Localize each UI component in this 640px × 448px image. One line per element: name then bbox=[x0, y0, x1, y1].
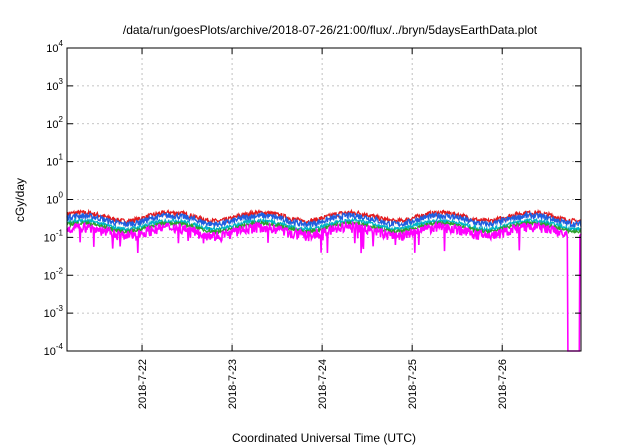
y-axis-label: cGy/day bbox=[13, 178, 27, 222]
y-axis-ticks: 104 103 102 101 100 10-1 10-2 10-3 10-4 bbox=[44, 39, 581, 358]
series-group bbox=[66, 208, 582, 352]
y-tick-label: 101 bbox=[46, 153, 63, 169]
x-axis-label: Coordinated Universal Time (UTC) bbox=[232, 431, 416, 445]
y-tick-label: 100 bbox=[46, 191, 63, 207]
y-tick-label: 103 bbox=[46, 77, 63, 93]
y-tick-label: 104 bbox=[46, 39, 63, 55]
chart-title: /data/run/goesPlots/archive/2018-07-26/2… bbox=[123, 23, 538, 37]
x-tick-label: 2018-7-23 bbox=[227, 359, 239, 409]
x-tick-label: 2018-7-25 bbox=[407, 359, 419, 409]
grid bbox=[67, 48, 581, 351]
y-tick-label: 10-1 bbox=[44, 228, 64, 244]
series-line bbox=[66, 220, 582, 352]
y-tick-label: 10-2 bbox=[44, 266, 64, 282]
x-tick-label: 2018-7-22 bbox=[137, 359, 149, 409]
y-tick-label: 102 bbox=[46, 115, 63, 131]
y-tick-label: 10-4 bbox=[44, 342, 64, 358]
x-tick-label: 2018-7-24 bbox=[317, 359, 329, 409]
series-line bbox=[66, 210, 582, 229]
x-axis-ticks: 2018-7-22 2018-7-23 2018-7-24 2018-7-25 2018… bbox=[137, 48, 509, 409]
x-tick-label: 2018-7-26 bbox=[497, 359, 509, 409]
y-tick-label: 10-3 bbox=[44, 304, 64, 320]
